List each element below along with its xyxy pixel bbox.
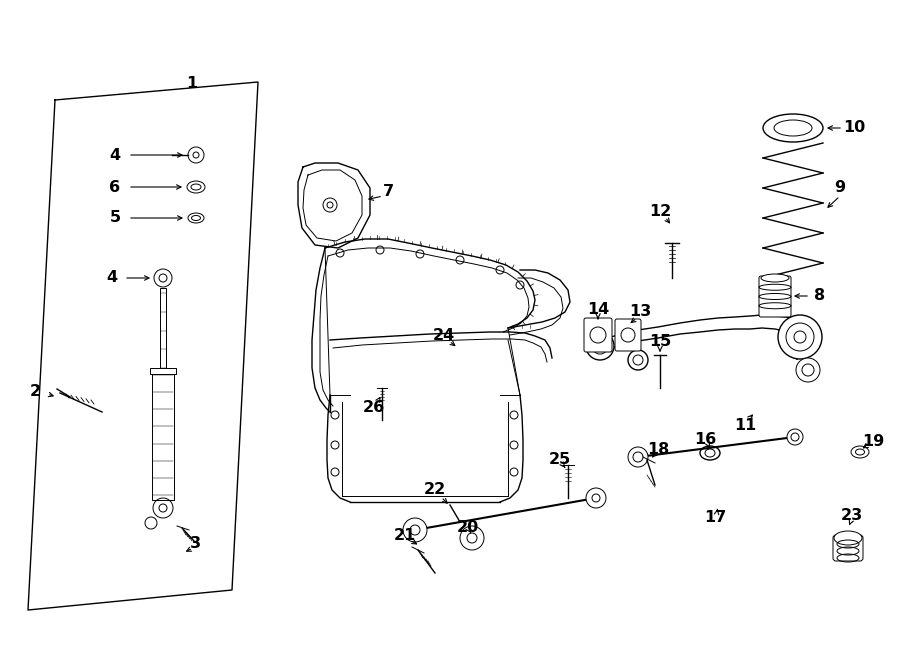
Polygon shape [600,315,808,359]
Circle shape [403,518,427,542]
Circle shape [787,429,803,445]
FancyBboxPatch shape [833,535,863,561]
Circle shape [621,328,635,342]
Text: 6: 6 [110,180,121,194]
Text: 20: 20 [457,520,479,535]
Text: 24: 24 [433,327,455,342]
Text: 23: 23 [841,508,863,522]
Text: 1: 1 [186,75,198,91]
Text: 21: 21 [394,527,416,543]
Text: 15: 15 [649,334,671,350]
Text: 4: 4 [110,147,121,163]
Bar [160,288,166,370]
Text: 14: 14 [587,303,609,317]
Text: 4: 4 [106,270,118,286]
Text: 25: 25 [549,453,572,467]
Circle shape [586,332,614,360]
FancyBboxPatch shape [584,318,612,352]
Text: 22: 22 [424,483,446,498]
Text: 17: 17 [704,510,726,525]
Text: 26: 26 [363,401,385,416]
Text: 16: 16 [694,432,716,447]
Text: 5: 5 [110,210,121,225]
Text: 9: 9 [834,180,846,196]
Circle shape [586,488,606,508]
Text: 11: 11 [734,418,756,432]
Text: 19: 19 [862,434,884,449]
Circle shape [628,350,648,370]
Bar [152,370,174,500]
Text: 7: 7 [382,184,393,200]
Circle shape [628,447,648,467]
Ellipse shape [834,531,862,545]
Text: 13: 13 [629,305,651,319]
Circle shape [460,526,484,550]
Polygon shape [298,163,370,248]
FancyBboxPatch shape [759,276,791,317]
Text: 8: 8 [814,288,825,303]
Text: 2: 2 [30,385,40,399]
Polygon shape [508,270,570,328]
Ellipse shape [761,274,789,282]
Circle shape [590,327,606,343]
Text: 3: 3 [189,535,201,551]
Bar [150,368,176,374]
Ellipse shape [851,446,869,458]
Circle shape [796,358,820,382]
Text: 18: 18 [647,442,669,457]
Circle shape [778,315,822,359]
Text: 12: 12 [649,204,671,219]
Text: 10: 10 [843,120,865,136]
FancyBboxPatch shape [615,319,641,351]
